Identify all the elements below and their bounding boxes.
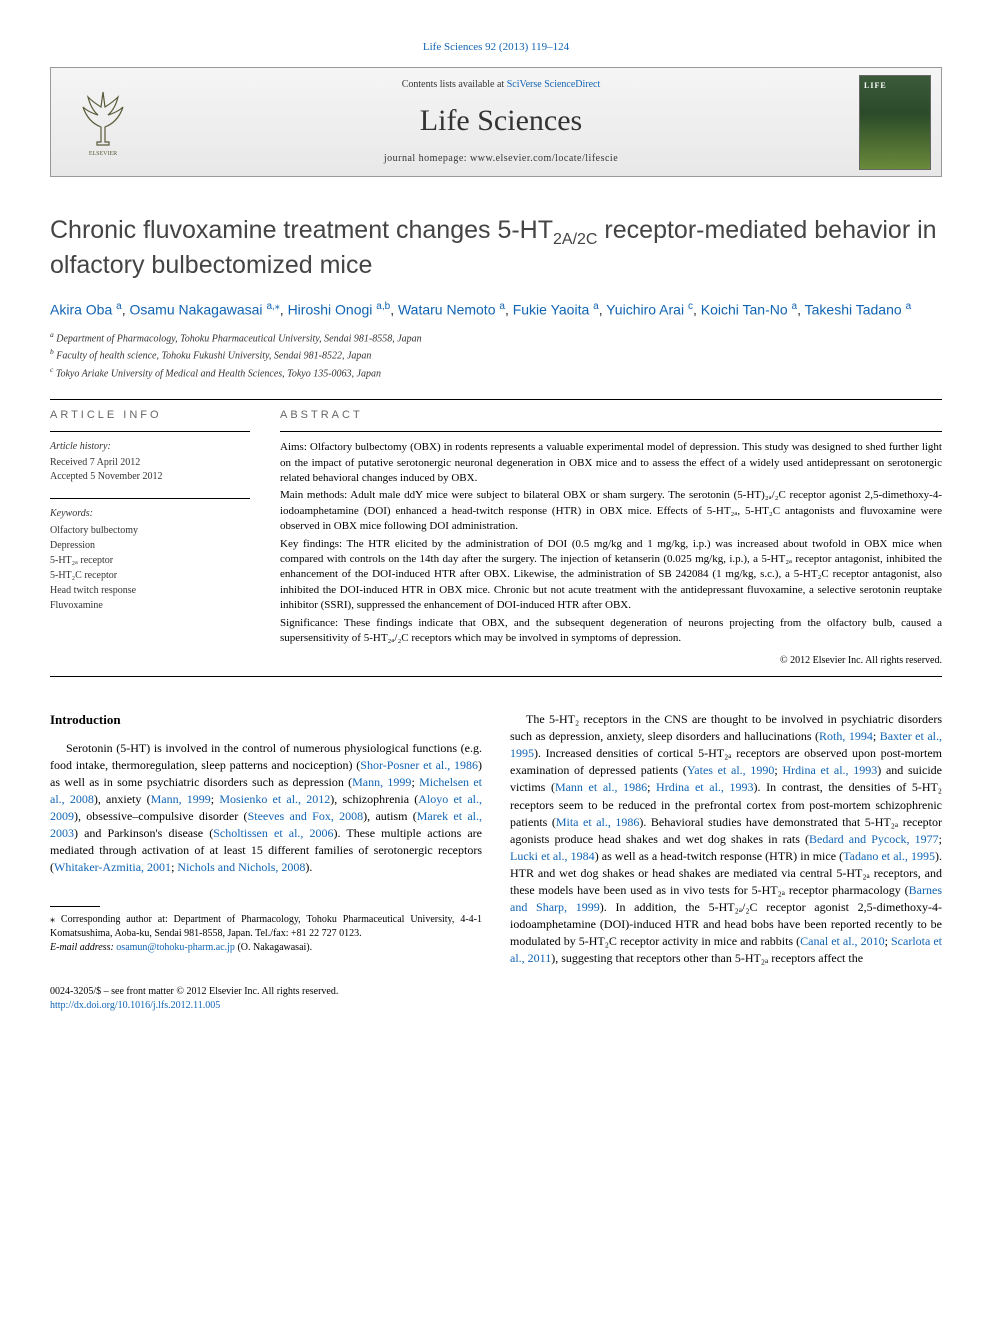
citation-link[interactable]: Hrdina et al., 1993 — [782, 763, 877, 777]
journal-name: Life Sciences — [143, 100, 859, 142]
author-link[interactable]: Osamu Nakagawasai — [129, 301, 262, 317]
citation-link[interactable]: Mann, 1999 — [352, 775, 411, 789]
citation-link[interactable]: Mann et al., 1986 — [555, 780, 647, 794]
bottom-bar: 0024-3205/$ – see front matter © 2012 El… — [50, 985, 942, 1013]
citation-link[interactable]: Steeves and Fox, 2008 — [248, 809, 364, 823]
author-link[interactable]: Hiroshi Onogi — [288, 301, 373, 317]
citation-link[interactable]: Canal et al., 2010 — [800, 934, 884, 948]
intro-para-right: The 5-HT₂ receptors in the CNS are thoug… — [510, 711, 942, 966]
abstract-text: Aims: Olfactory bulbectomy (OBX) in rode… — [280, 440, 942, 646]
citation-link[interactable]: Mosienko et al., 2012 — [219, 792, 330, 806]
intro-para-left: Serotonin (5-HT) is involved in the cont… — [50, 740, 482, 876]
citation-link[interactable]: Hrdina et al., 1993 — [656, 780, 753, 794]
journal-banner: ELSEVIER Contents lists available at Sci… — [50, 67, 942, 177]
citation-link[interactable]: Roth, 1994 — [819, 729, 873, 743]
top-citation: Life Sciences 92 (2013) 119–124 — [50, 40, 942, 55]
sciverse-link[interactable]: SciVerse ScienceDirect — [507, 79, 601, 90]
authors-list: Akira Oba a, Osamu Nakagawasai a,⁎, Hiro… — [50, 300, 942, 320]
citation-link[interactable]: Tadano et al., 1995 — [843, 849, 935, 863]
keywords-block: Keywords: Olfactory bulbectomyDepression… — [50, 507, 250, 613]
svg-text:ELSEVIER: ELSEVIER — [89, 151, 117, 157]
citation-link[interactable]: Whitaker-Azmitia, 2001 — [54, 860, 171, 874]
citation-link[interactable]: Baxter et al., 1995 — [510, 729, 942, 760]
affiliations: a Department of Pharmacology, Tohoku Pha… — [50, 330, 942, 381]
introduction-heading: Introduction — [50, 711, 482, 729]
author-link[interactable]: Yuichiro Arai — [606, 301, 684, 317]
citation-link[interactable]: Yates et al., 1990 — [687, 763, 775, 777]
citation-link[interactable]: Shor-Posner et al., 1986 — [360, 758, 478, 772]
author-link[interactable]: Koichi Tan-No — [701, 301, 788, 317]
abstract-label: ABSTRACT — [280, 408, 942, 423]
footnotes: ⁎ Corresponding author at: Department of… — [50, 913, 482, 955]
article-info-label: ARTICLE INFO — [50, 408, 250, 423]
author-link[interactable]: Fukie Yaoita — [513, 301, 590, 317]
corresponding-email-link[interactable]: osamun@tohoku-pharm.ac.jp — [116, 942, 235, 953]
front-matter-line: 0024-3205/$ – see front matter © 2012 El… — [50, 985, 338, 999]
elsevier-logo: ELSEVIER — [63, 77, 143, 167]
corresponding-author-note: ⁎ Corresponding author at: Department of… — [50, 913, 482, 941]
article-history: Article history: Received 7 April 2012Ac… — [50, 440, 250, 484]
elsevier-tree-icon: ELSEVIER — [73, 87, 133, 157]
email-line: E-mail address: osamun@tohoku-pharm.ac.j… — [50, 941, 482, 955]
contents-available: Contents lists available at SciVerse Sci… — [143, 78, 859, 92]
journal-homepage: journal homepage: www.elsevier.com/locat… — [143, 152, 859, 166]
author-link[interactable]: Wataru Nemoto — [398, 301, 496, 317]
article-title: Chronic fluvoxamine treatment changes 5-… — [50, 215, 942, 281]
author-link[interactable]: Takeshi Tadano — [805, 301, 902, 317]
citation-link[interactable]: Scholtissen et al., 2006 — [213, 826, 333, 840]
abstract-copyright: © 2012 Elsevier Inc. All rights reserved… — [280, 654, 942, 668]
journal-cover-thumbnail — [859, 75, 931, 170]
citation-link[interactable]: Mita et al., 1986 — [556, 815, 640, 829]
citation-link[interactable]: Nichols and Nichols, 2008 — [177, 860, 305, 874]
right-column: The 5-HT₂ receptors in the CNS are thoug… — [510, 711, 942, 966]
citation-link[interactable]: Barnes and Sharp, 1999 — [510, 883, 942, 914]
author-link[interactable]: Akira Oba — [50, 301, 112, 317]
citation-link[interactable]: Bedard and Pycock, 1977 — [809, 832, 939, 846]
citation-link[interactable]: Mann, 1999 — [151, 792, 211, 806]
doi-link[interactable]: http://dx.doi.org/10.1016/j.lfs.2012.11.… — [50, 1000, 220, 1011]
left-column: Introduction Serotonin (5-HT) is involve… — [50, 711, 482, 966]
citation-link[interactable]: Lucki et al., 1984 — [510, 849, 595, 863]
